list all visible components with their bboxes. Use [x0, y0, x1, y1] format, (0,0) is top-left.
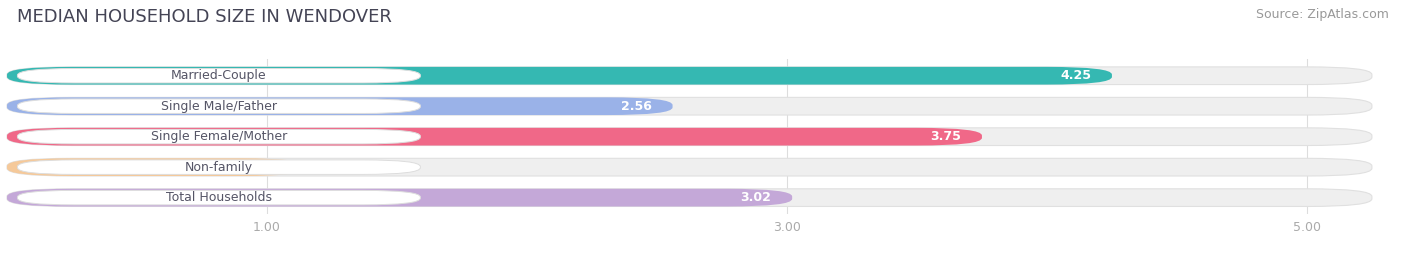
- Text: Married-Couple: Married-Couple: [172, 69, 267, 82]
- Text: Non-family: Non-family: [184, 161, 253, 174]
- FancyBboxPatch shape: [7, 189, 1372, 206]
- Text: 4.25: 4.25: [1060, 69, 1091, 82]
- FancyBboxPatch shape: [7, 97, 672, 115]
- FancyBboxPatch shape: [7, 128, 981, 146]
- FancyBboxPatch shape: [17, 129, 420, 144]
- FancyBboxPatch shape: [7, 189, 792, 206]
- FancyBboxPatch shape: [17, 160, 420, 174]
- Text: 1.15: 1.15: [254, 161, 285, 174]
- FancyBboxPatch shape: [7, 128, 1372, 146]
- Text: Single Male/Father: Single Male/Father: [160, 100, 277, 113]
- FancyBboxPatch shape: [17, 190, 420, 205]
- FancyBboxPatch shape: [7, 67, 1372, 85]
- FancyBboxPatch shape: [7, 97, 1372, 115]
- Text: 3.02: 3.02: [741, 191, 772, 204]
- FancyBboxPatch shape: [17, 99, 420, 113]
- Text: 2.56: 2.56: [621, 100, 652, 113]
- Text: Source: ZipAtlas.com: Source: ZipAtlas.com: [1256, 8, 1389, 21]
- FancyBboxPatch shape: [7, 67, 1112, 85]
- Text: Total Households: Total Households: [166, 191, 271, 204]
- Text: MEDIAN HOUSEHOLD SIZE IN WENDOVER: MEDIAN HOUSEHOLD SIZE IN WENDOVER: [17, 8, 392, 26]
- Text: Single Female/Mother: Single Female/Mother: [150, 130, 287, 143]
- FancyBboxPatch shape: [17, 69, 420, 83]
- Text: 3.75: 3.75: [931, 130, 962, 143]
- FancyBboxPatch shape: [7, 158, 1372, 176]
- FancyBboxPatch shape: [7, 158, 307, 176]
